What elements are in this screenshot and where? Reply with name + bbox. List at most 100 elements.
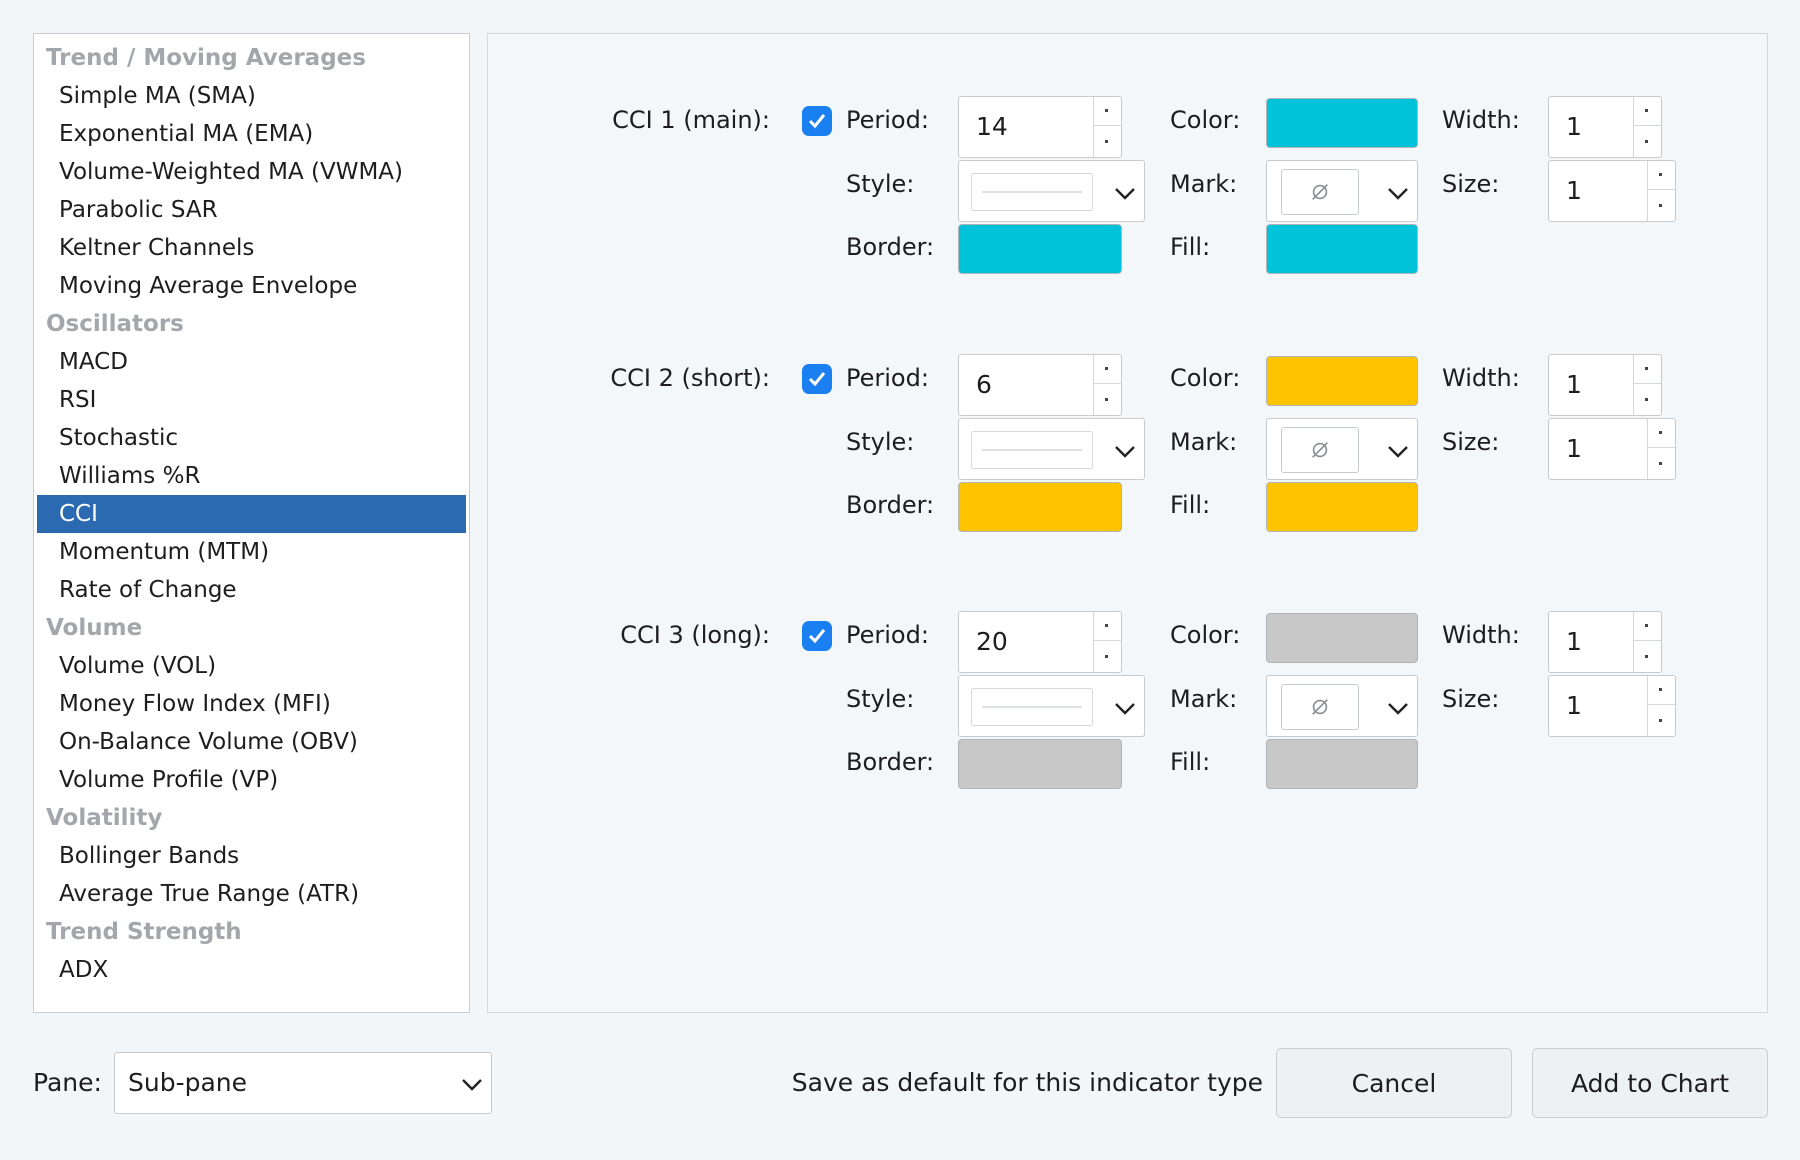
spinner-arrows[interactable] (1093, 355, 1121, 415)
list-item[interactable]: MACD (59, 349, 128, 375)
list-item[interactable]: Stochastic (59, 425, 179, 451)
width-input[interactable]: 1 (1548, 611, 1662, 673)
list-item[interactable]: On-Balance Volume (OBV) (59, 729, 358, 755)
indicator-list[interactable]: Trend / Moving Averages Simple MA (SMA) Ex… (33, 33, 470, 1013)
spinner-arrows[interactable] (1647, 676, 1675, 736)
list-item[interactable]: Volume-Weighted MA (VWMA) (59, 159, 403, 185)
list-item[interactable]: Moving Average Envelope (59, 273, 358, 299)
spinner-arrows[interactable] (1633, 97, 1661, 157)
style-dropdown[interactable] (958, 675, 1145, 737)
spin-down-button[interactable] (1648, 190, 1675, 219)
spinner-arrows[interactable] (1647, 161, 1675, 221)
list-item[interactable]: ADX (59, 957, 109, 983)
line-style-sample (982, 191, 1082, 193)
spinner-arrows[interactable] (1633, 612, 1661, 672)
spin-up-button[interactable] (1634, 97, 1661, 126)
spin-up-button[interactable] (1648, 161, 1675, 190)
width-input[interactable]: 1 (1548, 96, 1662, 158)
size-input[interactable]: 1 (1548, 160, 1676, 222)
down-arrow-icon (1659, 462, 1662, 465)
spin-down-button[interactable] (1094, 641, 1121, 670)
add-to-chart-button[interactable]: Add to Chart (1532, 1048, 1768, 1118)
list-item[interactable]: Parabolic SAR (59, 197, 218, 223)
width-input[interactable]: 1 (1548, 354, 1662, 416)
spin-up-button[interactable] (1634, 612, 1661, 641)
mark-dropdown[interactable] (1266, 160, 1418, 222)
mark-dropdown[interactable] (1266, 675, 1418, 737)
fill-color-swatch[interactable] (1266, 739, 1418, 789)
enable-checkbox[interactable] (802, 621, 832, 651)
spinner-arrows[interactable] (1093, 97, 1121, 157)
list-item[interactable]: Money Flow Index (MFI) (59, 691, 331, 717)
style-label: Style: (846, 428, 915, 456)
enable-checkbox[interactable] (802, 364, 832, 394)
list-item[interactable]: Volume Profile (VP) (59, 767, 279, 793)
style-dropdown[interactable] (958, 418, 1145, 480)
list-item[interactable]: CCI (37, 495, 466, 533)
list-item[interactable]: Momentum (MTM) (59, 539, 270, 565)
enable-checkbox[interactable] (802, 106, 832, 136)
spin-down-button[interactable] (1648, 705, 1675, 734)
size-input-value: 1 (1566, 691, 1582, 720)
list-item[interactable]: RSI (59, 387, 97, 413)
spin-up-button[interactable] (1634, 355, 1661, 384)
width-input-value: 1 (1566, 370, 1582, 399)
spin-down-button[interactable] (1094, 126, 1121, 155)
fill-color-swatch[interactable] (1266, 224, 1418, 274)
period-input[interactable]: 14 (958, 96, 1122, 158)
color-swatch[interactable] (1266, 613, 1418, 663)
border-color-swatch[interactable] (958, 739, 1122, 789)
list-group-header: Trend / Moving Averages (46, 45, 366, 71)
chevron-down-icon (1115, 446, 1135, 458)
spin-up-button[interactable] (1648, 676, 1675, 705)
size-input[interactable]: 1 (1548, 418, 1676, 480)
spin-up-button[interactable] (1094, 97, 1121, 126)
list-item[interactable]: Williams %R (59, 463, 201, 489)
chevron-down-icon (1115, 188, 1135, 200)
list-item[interactable]: Rate of Change (59, 577, 237, 603)
border-color-swatch[interactable] (958, 224, 1122, 274)
save-as-default-label[interactable]: Save as default for this indicator type (791, 1068, 1263, 1097)
border-label: Border: (846, 233, 935, 261)
spin-down-button[interactable] (1094, 384, 1121, 413)
fill-color-swatch[interactable] (1266, 482, 1418, 532)
width-label: Width: (1442, 621, 1520, 649)
color-label: Color: (1170, 106, 1241, 134)
list-item[interactable]: Volume (VOL) (59, 653, 217, 679)
width-label: Width: (1442, 106, 1520, 134)
spin-up-button[interactable] (1648, 419, 1675, 448)
spin-up-button[interactable] (1094, 612, 1121, 641)
series-title: CCI 3 (long): (620, 621, 770, 649)
size-input[interactable]: 1 (1548, 675, 1676, 737)
size-input-value: 1 (1566, 176, 1582, 205)
list-group-header: Volatility (46, 805, 163, 831)
up-arrow-icon (1105, 624, 1108, 627)
mark-dropdown[interactable] (1266, 418, 1418, 480)
list-item[interactable]: Average True Range (ATR) (59, 881, 360, 907)
spin-down-button[interactable] (1648, 448, 1675, 477)
border-color-swatch[interactable] (958, 482, 1122, 532)
spinner-arrows[interactable] (1093, 612, 1121, 672)
list-item[interactable]: Keltner Channels (59, 235, 255, 261)
list-item[interactable]: Simple MA (SMA) (59, 83, 256, 109)
spinner-arrows[interactable] (1633, 355, 1661, 415)
color-swatch[interactable] (1266, 356, 1418, 406)
period-input[interactable]: 20 (958, 611, 1122, 673)
spinner-arrows[interactable] (1647, 419, 1675, 479)
line-style-preview (971, 688, 1093, 726)
cancel-button[interactable]: Cancel (1276, 1048, 1512, 1118)
spin-down-button[interactable] (1634, 384, 1661, 413)
chevron-down-icon (1388, 703, 1408, 715)
pane-select[interactable]: Sub-pane (114, 1052, 492, 1114)
spin-down-button[interactable] (1634, 126, 1661, 155)
list-item[interactable]: Exponential MA (EMA) (59, 121, 314, 147)
list-item[interactable]: Bollinger Bands (59, 843, 240, 869)
down-arrow-icon (1659, 719, 1662, 722)
period-input[interactable]: 6 (958, 354, 1122, 416)
style-dropdown[interactable] (958, 160, 1145, 222)
spin-up-button[interactable] (1094, 355, 1121, 384)
spin-down-button[interactable] (1634, 641, 1661, 670)
color-swatch[interactable] (1266, 98, 1418, 148)
border-label: Border: (846, 491, 935, 519)
period-input-value: 14 (976, 112, 1008, 141)
